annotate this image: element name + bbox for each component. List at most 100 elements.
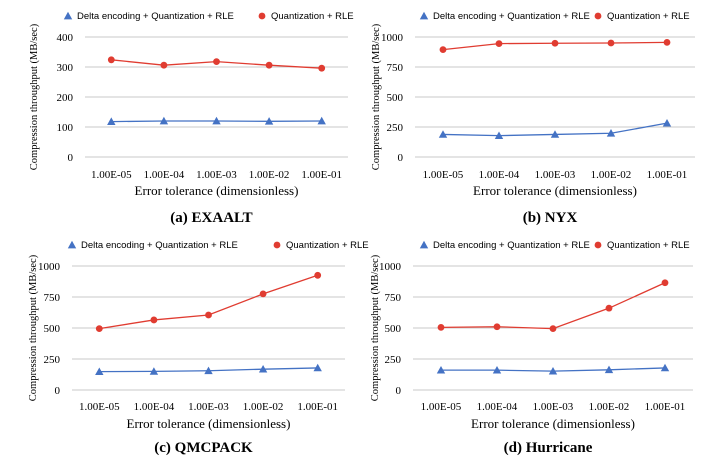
data-point-triangle [313,363,322,372]
y-axis-title: Compression throughput (MB/sec) [28,254,39,401]
y-tick-label: 500 [44,323,61,335]
data-point-circle [314,271,322,279]
data-point-circle [439,46,447,53]
legend-marker-triangle [419,240,429,249]
series-line-circle [440,282,666,330]
data-point-circle [318,64,326,72]
y-tick-label: 750 [44,292,61,304]
y-tick-label: 250 [385,354,402,366]
data-point-triangle [436,365,446,374]
x-tick-label: 1.00E-05 [79,401,120,413]
legend-label: Delta encoding + Quantization + RLE [77,11,234,22]
data-point-triangle [95,367,104,376]
x-tick-label: 1.00E-05 [423,169,464,181]
y-tick-label: 750 [385,292,402,304]
y-tick-label: 500 [385,323,402,335]
x-tick-label: 1.00E-02 [249,169,290,181]
x-axis-title: Error tolerance (dimensionless) [473,183,637,198]
data-point-circle [607,39,615,47]
data-point-triangle [107,117,116,125]
data-point-triangle [212,116,221,125]
x-tick-label: 1.00E-01 [645,401,686,413]
data-point-circle [265,61,273,69]
x-tick-label: 1.00E-03 [196,169,237,181]
data-point-circle [549,325,557,333]
data-point-triangle [662,118,672,127]
panel-caption: (c) QMCPACK [154,440,253,456]
x-axis-title: Error tolerance (dimensionless) [127,416,291,431]
y-tick-label: 300 [57,62,74,74]
y-tick-label: 0 [396,385,402,397]
y-tick-label: 100 [57,122,74,134]
x-tick-label: 1.00E-04 [479,169,520,181]
data-point-circle [493,323,501,331]
chart-panel-4: Delta encoding + Quantization + RLE Quant… [370,240,693,456]
y-tick-label: 250 [44,354,61,366]
data-point-triangle [492,365,502,374]
chart-panel-1: Delta encoding + Quantization + RLE Quant… [29,11,354,226]
y-tick-label: 500 [387,92,404,104]
data-point-triangle [660,363,670,372]
legend-marker-circle [594,12,602,20]
data-point-triangle [494,131,504,139]
data-point-circle [551,39,559,47]
data-point-triangle [550,130,560,138]
y-tick-label: 400 [57,32,74,44]
y-tick-label: 1000 [38,261,61,273]
y-tick-label: 250 [387,122,404,134]
data-point-circle [605,304,613,312]
data-point-circle [663,39,671,46]
x-tick-label: 1.00E-04 [144,169,185,181]
legend-label: Delta encoding + Quantization + RLE [81,240,238,251]
legend-label: Quantization + RLE [607,240,690,251]
x-tick-label: 1.00E-03 [188,401,229,413]
legend-marker-circle [594,241,602,249]
data-point-triangle [258,364,268,373]
legend-label: Quantization + RLE [271,11,354,22]
data-point-triangle [264,117,274,125]
legend-marker-triangle [419,11,429,20]
legend-marker-circle [258,12,266,20]
data-point-triangle [438,130,448,138]
data-point-circle [160,61,168,69]
y-tick-label: 0 [55,385,61,397]
x-tick-label: 1.00E-02 [243,401,284,413]
panel-caption: (b) NYX [523,210,578,226]
x-tick-label: 1.00E-03 [535,169,576,181]
legend-marker-circle [273,241,281,249]
data-point-triangle [548,366,558,375]
x-tick-label: 1.00E-01 [301,169,342,181]
x-tick-label: 1.00E-02 [589,401,630,413]
data-point-triangle [317,116,326,125]
data-point-triangle [604,365,614,374]
x-axis-title: Error tolerance (dimensionless) [135,183,299,198]
y-tick-label: 0 [68,152,74,164]
x-tick-label: 1.00E-04 [477,401,518,413]
data-point-triangle [159,116,169,125]
data-point-triangle [606,129,616,137]
data-point-circle [259,290,267,298]
x-tick-label: 1.00E-04 [134,401,175,413]
chart-panel-2: Delta encoding + Quantization + RLE Quant… [371,11,695,226]
data-point-circle [437,323,445,331]
y-tick-label: 1000 [381,32,404,44]
x-tick-label: 1.00E-01 [647,169,688,181]
data-point-circle [205,311,212,319]
data-point-triangle [204,366,213,375]
panel-caption: (a) EXAALT [170,210,252,226]
y-tick-label: 0 [398,152,404,164]
data-point-circle [213,58,220,65]
x-tick-label: 1.00E-01 [297,401,338,413]
y-tick-label: 200 [57,92,74,104]
data-point-circle [107,56,115,64]
y-axis-title: Compression throughput (MB/sec) [371,23,382,170]
y-axis-title: Compression throughput (MB/sec) [29,23,40,170]
data-point-triangle [149,367,159,375]
data-point-circle [95,325,103,333]
x-tick-label: 1.00E-05 [91,169,132,181]
x-tick-label: 1.00E-05 [421,401,462,413]
legend-marker-triangle [63,11,73,20]
x-tick-label: 1.00E-02 [591,169,632,181]
data-point-circle [661,279,669,287]
